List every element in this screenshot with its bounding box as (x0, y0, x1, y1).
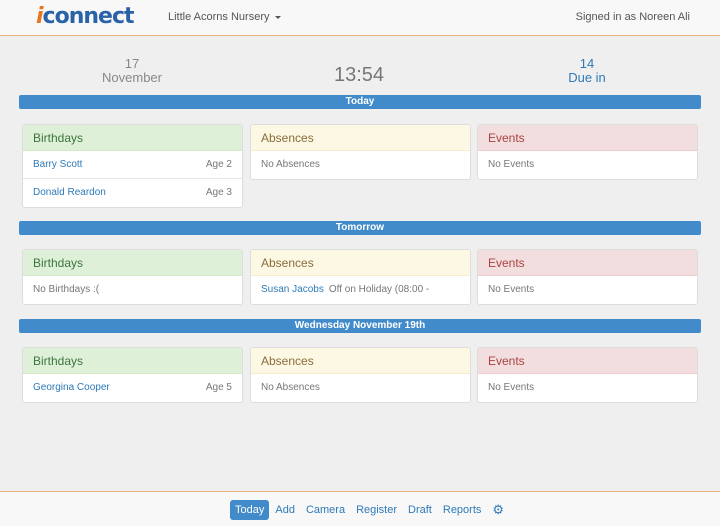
panel-heading: Events (478, 348, 697, 374)
bottom-nav: Today Add Camera Register Draft Reports ⚙ (0, 491, 720, 526)
nav-reports[interactable]: Reports (442, 504, 482, 516)
events-panel: Events No Events (477, 249, 698, 305)
empty-text: No Events (488, 159, 535, 170)
date-display: 17 November (102, 56, 162, 85)
item-detail: Age 2 (205, 159, 232, 170)
panel-heading: Absences (251, 250, 470, 276)
school-dropdown[interactable]: Little Acorns Nursery (168, 11, 281, 23)
panel-heading: Birthdays (23, 250, 242, 276)
gear-icon[interactable]: ⚙ (492, 502, 505, 517)
item-detail: Off on Holiday (08:00 - 17:00) (328, 284, 430, 295)
panel-heading: Birthdays (23, 125, 242, 151)
caret-down-icon (274, 15, 281, 19)
list-item: Georgina Cooper Age 5 (23, 374, 242, 402)
empty-text: No Events (488, 284, 535, 295)
item-detail: Age 5 (205, 382, 232, 393)
list-item: No Events (478, 374, 697, 402)
child-link[interactable]: Georgina Cooper (33, 382, 110, 393)
list-item: Barry Scott Age 2 (23, 151, 242, 179)
absences-panel: Absences Susan Jacobs Off on Holiday (08:0… (250, 249, 471, 305)
list-item: No Events (478, 151, 697, 179)
absences-panel: Absences No Absences (250, 347, 471, 403)
empty-text: No Events (488, 382, 535, 393)
birthdays-panel: Birthdays Barry Scott Age 2 Donald Reardon A… (22, 124, 243, 208)
panel-heading: Absences (251, 125, 470, 151)
list-item: No Events (478, 276, 697, 304)
signed-in-text: Signed in as Noreen Ali (575, 11, 690, 23)
list-item: No Absences (251, 374, 470, 402)
clock: 13:54 (333, 64, 385, 86)
nav-register[interactable]: Register (356, 504, 398, 516)
panel-heading: Events (478, 125, 697, 151)
events-panel: Events No Events (477, 124, 698, 180)
birthdays-panel: Birthdays No Birthdays :( (22, 249, 243, 305)
list-item: No Absences (251, 151, 470, 179)
panel-heading: Birthdays (23, 348, 242, 374)
child-link[interactable]: Barry Scott (33, 159, 83, 170)
day-header: Wednesday November 19th (19, 319, 701, 333)
list-item: Susan Jacobs Off on Holiday (08:00 - 17:0… (251, 276, 470, 304)
list-item: Donald Reardon Age 3 (23, 179, 242, 207)
due-in-link[interactable]: 14 Due in (568, 56, 606, 85)
absences-panel: Absences No Absences (250, 124, 471, 180)
nav-add[interactable]: Add (275, 504, 295, 516)
birthdays-panel: Birthdays Georgina Cooper Age 5 (22, 347, 243, 403)
item-detail: Age 3 (205, 187, 232, 198)
nav-today[interactable]: Today (230, 500, 270, 520)
empty-text: No Absences (261, 159, 320, 170)
nav-draft[interactable]: Draft (408, 504, 432, 516)
panel-heading: Absences (251, 348, 470, 374)
day-header: Tomorrow (19, 221, 701, 235)
child-link[interactable]: Susan Jacobs (261, 284, 324, 295)
list-item: No Birthdays :( (23, 276, 242, 304)
day-header: Today (19, 95, 701, 109)
panel-heading: Events (478, 250, 697, 276)
nav-camera[interactable]: Camera (305, 504, 346, 516)
events-panel: Events No Events (477, 347, 698, 403)
empty-text: No Absences (261, 382, 320, 393)
child-link[interactable]: Donald Reardon (33, 187, 106, 198)
empty-text: No Birthdays :( (33, 284, 100, 295)
iconnect-logo[interactable]: iconnect (36, 4, 135, 29)
top-navbar: iconnect Little Acorns Nursery Signed in… (0, 0, 720, 36)
